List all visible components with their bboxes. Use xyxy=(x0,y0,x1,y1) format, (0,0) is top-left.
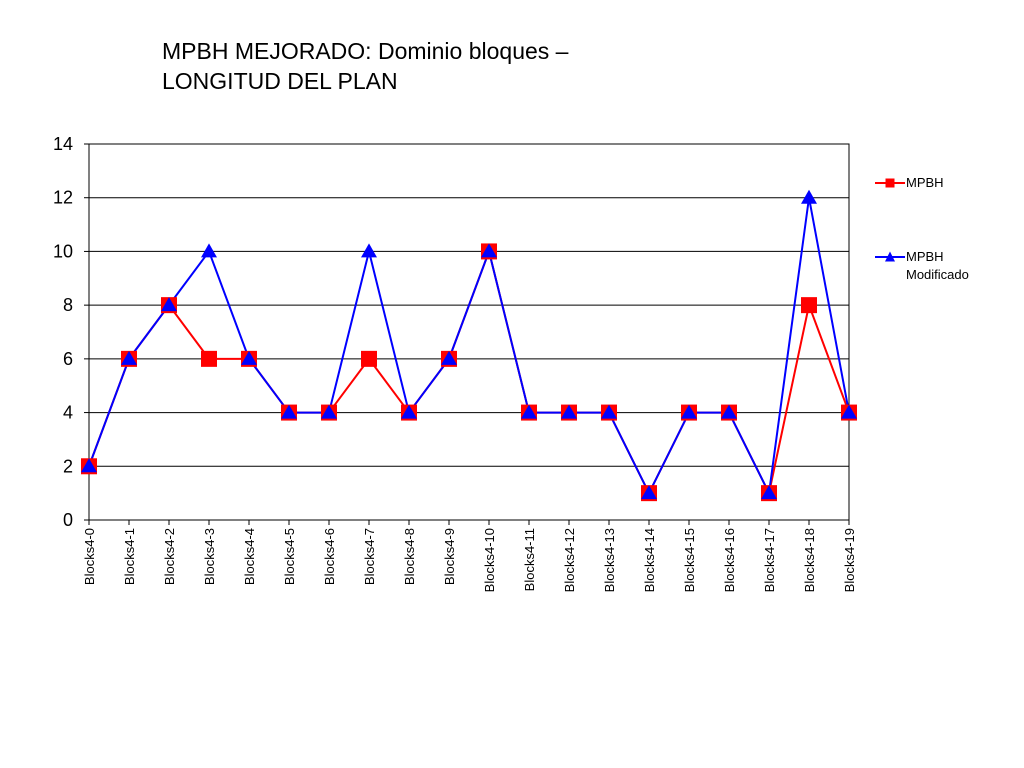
legend-label-mpbh-modificado: MPBH Modificado xyxy=(906,249,969,282)
data-point-mpbh-modificado xyxy=(521,404,537,419)
x-tick-label: Blocks4-7 xyxy=(362,528,377,585)
x-tick-label: Blocks4-3 xyxy=(202,528,217,585)
data-point-mpbh-modificado xyxy=(321,404,337,419)
series-line-mpbh xyxy=(88,250,850,495)
x-tick-label: Blocks4-8 xyxy=(402,528,417,585)
data-point-mpbh-modificado xyxy=(681,404,697,419)
data-point-mpbh-modificado xyxy=(841,404,857,419)
x-tick-label: Blocks4-10 xyxy=(482,528,497,592)
data-point-mpbh-modificado xyxy=(721,404,737,419)
x-tick-label: Blocks4-15 xyxy=(682,528,697,592)
x-tick-label: Blocks4-17 xyxy=(762,528,777,592)
data-point-mpbh-modificado xyxy=(641,485,657,500)
y-tick-label: 14 xyxy=(53,134,73,154)
x-tick-label: Blocks4-9 xyxy=(442,528,457,585)
data-point-mpbh-modificado xyxy=(161,297,177,312)
data-point-mpbh-modificado xyxy=(81,458,97,473)
x-tick-label: Blocks4-6 xyxy=(322,528,337,585)
x-tick-label: Blocks4-5 xyxy=(282,528,297,585)
chart-title: MPBH MEJORADO: Dominio bloques – LONGITU… xyxy=(162,36,722,96)
y-tick-label: 2 xyxy=(63,456,73,476)
chart-title-line-1: MPBH MEJORADO: Dominio bloques – xyxy=(162,38,569,64)
series-line-mpbh-modificado xyxy=(88,196,850,495)
x-tick-label: Blocks4-14 xyxy=(642,528,657,592)
x-tick-label: Blocks4-19 xyxy=(842,528,857,592)
x-tick-label: Blocks4-0 xyxy=(82,528,97,585)
y-tick-label: 12 xyxy=(53,188,73,208)
data-point-mpbh-modificado xyxy=(561,404,577,419)
x-tick-label: Blocks4-11 xyxy=(522,528,537,591)
data-point-mpbh-modificado xyxy=(601,404,617,419)
data-point-mpbh-modificado xyxy=(401,404,417,419)
data-point-mpbh-modificado xyxy=(281,404,297,419)
data-point-mpbh xyxy=(801,297,817,314)
data-point-mpbh-modificado xyxy=(361,243,377,258)
x-tick-label: Blocks4-12 xyxy=(562,528,577,592)
y-tick-label: 4 xyxy=(63,403,73,423)
x-tick-label: Blocks4-13 xyxy=(602,528,617,592)
data-point-mpbh xyxy=(361,350,377,367)
x-tick-label: Blocks4-18 xyxy=(802,528,817,592)
y-tick-label: 10 xyxy=(53,241,73,261)
y-tick-label: 8 xyxy=(63,295,73,315)
x-tick-label: Blocks4-2 xyxy=(162,528,177,585)
data-point-mpbh-modificado xyxy=(801,189,817,204)
data-point-mpbh-modificado xyxy=(441,350,457,365)
triangle-marker-icon xyxy=(875,251,905,262)
x-tick-label: Blocks4-1 xyxy=(122,528,137,585)
legend-item-mpbh-modificado: MPBH Modificado xyxy=(874,248,969,284)
data-point-mpbh-modificado xyxy=(201,243,217,258)
data-point-mpbh-modificado xyxy=(761,485,777,500)
y-tick-label: 6 xyxy=(63,349,73,369)
legend-item-mpbh: MPBH xyxy=(874,174,944,192)
data-point-mpbh-modificado xyxy=(481,243,497,258)
chart-title-line-2: LONGITUD DEL PLAN xyxy=(162,68,398,94)
plot-area-border xyxy=(88,143,850,521)
y-tick-label: 0 xyxy=(63,510,73,530)
data-point-mpbh xyxy=(201,350,217,367)
data-point-mpbh-modificado xyxy=(241,350,257,365)
legend-label-mpbh: MPBH xyxy=(906,175,944,190)
data-point-mpbh-modificado xyxy=(121,350,137,365)
x-tick-label: Blocks4-16 xyxy=(722,528,737,592)
square-marker-icon xyxy=(875,178,905,188)
x-tick-label: Blocks4-4 xyxy=(242,528,257,585)
